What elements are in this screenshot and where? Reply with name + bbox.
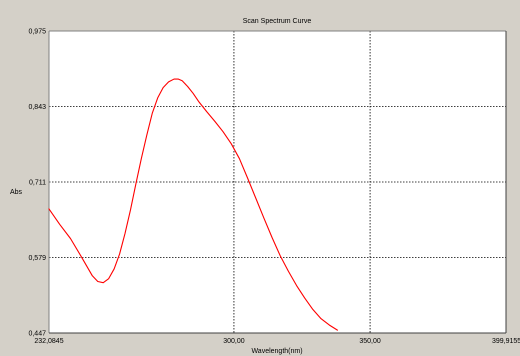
series-layer [48, 78, 338, 331]
x-tick-label-2: 350,00 [359, 338, 381, 345]
x-axis-label: Wavelength(nm) [251, 348, 302, 355]
x-tick-label-1: 300,00 [223, 338, 245, 345]
y-tick-label-0: 0,975 [28, 29, 46, 36]
x-tick-label-0: 232,0845 [34, 338, 63, 345]
y-axis-label: Abs [10, 189, 23, 196]
chart-title: Scan Spectrum Curve [243, 18, 312, 25]
series-line-0 [48, 78, 338, 331]
y-tick-label-3: 0,579 [28, 255, 46, 262]
y-tick-label-2: 0,711 [29, 180, 46, 187]
axes-frame [48, 30, 507, 334]
y-tick-label-1: 0,843 [28, 104, 46, 111]
grid-lines [49, 31, 506, 333]
x-tick-label-3: 399,9155 [492, 338, 520, 345]
y-tick-label-4: 0,447 [28, 331, 46, 338]
